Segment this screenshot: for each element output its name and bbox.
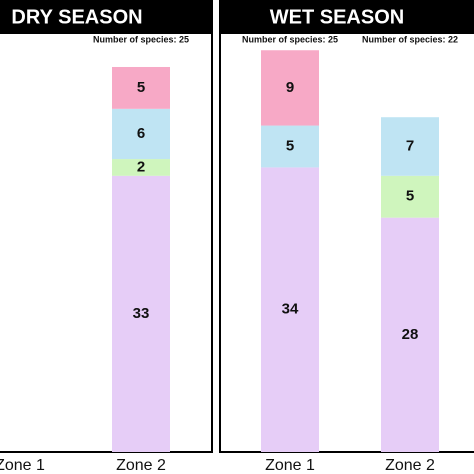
panel-title: DRY SEASON <box>11 6 142 28</box>
species-annotation: Number of species: 25 <box>242 34 338 44</box>
bar-segment <box>261 50 319 126</box>
species-annotation: Number of species: 25 <box>93 34 189 44</box>
bar-segment <box>112 175 170 453</box>
x-tick-label: Zone 1 <box>265 457 315 474</box>
x-tick-label: Zone 2 <box>116 457 166 474</box>
species-annotation: Number of species: 22 <box>362 34 458 44</box>
value-label: 5 <box>286 137 294 154</box>
x-tick-label: Zone 2 <box>385 457 435 474</box>
value-label: 28 <box>402 326 419 343</box>
value-label: 9 <box>286 79 294 96</box>
bar-segment <box>112 66 170 109</box>
value-label: 2 <box>137 158 145 175</box>
value-label: 34 <box>282 301 299 318</box>
title-bar <box>220 0 474 34</box>
value-label: 5 <box>406 188 414 205</box>
panel-frame <box>0 0 213 453</box>
bar-segment <box>112 108 170 160</box>
bar-segment <box>112 159 170 176</box>
value-label: 7 <box>406 137 414 154</box>
bar-segment <box>261 167 319 453</box>
bar-segment <box>381 175 439 218</box>
bar-segment <box>381 217 439 452</box>
bar-segment <box>381 117 439 176</box>
panel-title: WET SEASON <box>270 6 404 28</box>
value-label: 33 <box>133 305 150 322</box>
value-label: 5 <box>137 79 145 96</box>
value-label: 6 <box>137 125 145 142</box>
bar-segment <box>261 125 319 168</box>
title-bar <box>0 0 212 34</box>
x-tick-label: Zone 1 <box>0 457 45 474</box>
